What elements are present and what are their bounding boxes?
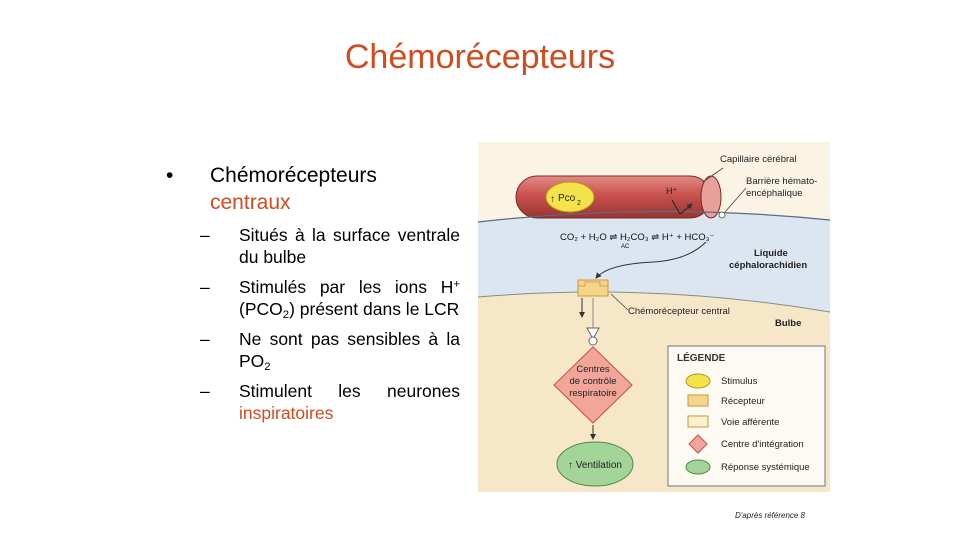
slide-title: Chémorécepteurs [344, 38, 616, 76]
dash: – [200, 329, 210, 349]
receptor-notch [578, 281, 608, 287]
h-plus-label: H⁺ [666, 186, 677, 196]
sub-bullet-2: – Stimulés par les ions H+ (PCO2) présen… [160, 276, 460, 321]
dash: – [200, 277, 210, 297]
sub-bullet-2-text-a: Stimulés par les ions H [239, 277, 454, 297]
sub-bullet-2-text-c: ) présent dans le LCR [289, 299, 460, 319]
label-bulbe: Bulbe [775, 318, 801, 329]
label-lcr-1: Liquide [754, 248, 788, 259]
sub-2: 2 [264, 360, 271, 373]
capillary-pointer [702, 167, 724, 183]
dash: – [200, 225, 210, 245]
dash: – [200, 381, 210, 401]
integration-centre-diamond [553, 346, 633, 424]
sub-bullet-2-text-b: (PCO [239, 299, 283, 319]
label-barrier-2: encéphalique [746, 188, 803, 199]
afferent-triangle [586, 327, 600, 341]
bulbe-boundary [478, 291, 830, 313]
legend-response-swatch [685, 459, 711, 475]
ac-label: AC [621, 244, 630, 250]
barrier-pointer [724, 187, 747, 213]
pco2-label: Pco [558, 193, 576, 204]
bullet-dot: • [166, 164, 174, 187]
centre-label-3: respiratoire [569, 388, 617, 399]
bullet-list: • Chémorécepteurs centraux – Situés à la… [160, 162, 460, 424]
pco2-sub: 2 [577, 200, 581, 207]
afferent-node [588, 336, 598, 346]
sub-2: 2 [282, 308, 290, 321]
ventilation-label: ↑ Ventilation [568, 460, 622, 471]
sub-bullet-3: – Ne sont pas sensibles à la PO2 [160, 328, 460, 373]
ventilation-response [556, 441, 634, 487]
bullet-main-text: Chémorécepteurs [210, 164, 377, 187]
pco2-stimulus [545, 181, 595, 213]
h-plus-arrow [671, 199, 693, 215]
legend-afferent-swatch [687, 415, 709, 428]
sup-plus: + [453, 278, 460, 291]
receptor-shape [577, 279, 609, 297]
centre-label-2: de contrôle [569, 376, 616, 387]
receptor-pointer [610, 293, 629, 311]
bullet-main: • Chémorécepteurs centraux [160, 162, 460, 216]
sub-bullet-1: – Situés à la surface ventrale du bulbe [160, 224, 460, 268]
equation: CO₂ + H₂O ⇌ H₂CO₃ ⇌ H⁺ + HCO₃⁻ [560, 232, 715, 243]
bullet-main-accent: centraux [210, 191, 291, 214]
legend-response-label: Réponse systémique [721, 462, 810, 473]
label-lcr-2: céphalorachidien [729, 260, 807, 271]
legend-centre-label: Centre d'intégration [721, 439, 804, 450]
label-receptor: Chémorécepteur central [628, 306, 730, 317]
legend-centre-swatch [688, 434, 708, 454]
label-barrier-1: Barrière hémato- [746, 176, 817, 187]
sub-bullet-4-accent: inspiratoires [239, 403, 334, 423]
barrier-line [478, 210, 830, 223]
barrier-pointer-dot [718, 211, 726, 219]
source-credit: D'après référence 8 [735, 511, 806, 520]
legend-stimulus-label: Stimulus [721, 376, 758, 387]
legend-title: LÉGENDE [677, 351, 726, 364]
legend-receptor-label: Récepteur [721, 396, 765, 407]
label-capillary: Capillaire cérébral [720, 154, 797, 165]
chemoreceptor-diagram: ↑ Pco 2 H⁺ Capillaire cérébral Barrière … [478, 142, 830, 492]
centre-label-1: Centres [576, 364, 610, 375]
pco2-arrow-icon: ↑ [550, 194, 555, 205]
sub-bullet-3-text: Ne sont pas sensibles à la PO [239, 329, 460, 371]
sub-bullet-4-text: Stimulent les neurones [239, 381, 460, 401]
sub-bullet-1-text: Situés à la surface ventrale du bulbe [239, 225, 460, 267]
legend-afferent-label: Voie afférente [721, 417, 779, 428]
legend-receptor-swatch [687, 394, 709, 407]
sub-bullet-4: – Stimulent les neurones inspiratoires [160, 380, 460, 424]
h-plus-to-receptor-arrow [595, 241, 707, 279]
legend-stimulus-swatch [685, 373, 711, 389]
